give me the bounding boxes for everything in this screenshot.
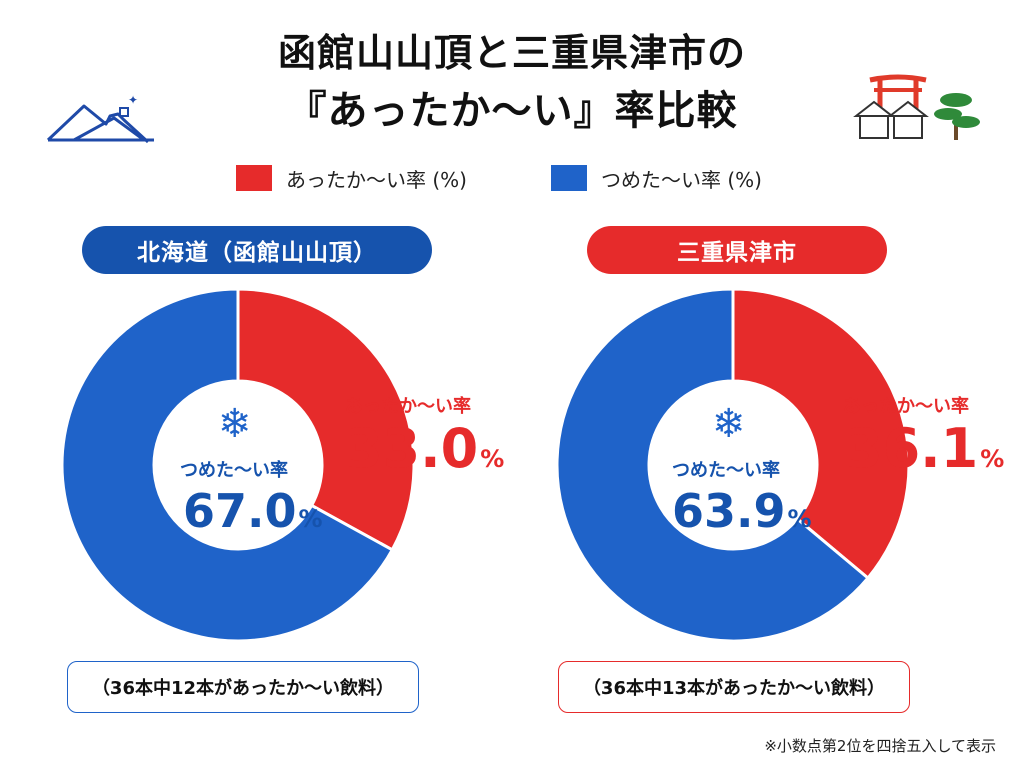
snowflake-icon: ❄	[218, 401, 252, 447]
warm-value-unit-tsu: %	[980, 445, 1005, 473]
legend-cold: つめた〜い率 (%)	[551, 163, 762, 193]
legend-warm: あったか〜い率 (%)	[236, 163, 467, 193]
cold-slice-1	[555, 287, 871, 643]
note-tsu: （36本中13本があったか〜い飲料）	[558, 661, 910, 713]
chart-title-tsu: 三重県津市	[587, 226, 887, 274]
cold-value-unit-hakodate: %	[298, 505, 323, 533]
chart-title-hakodate: 北海道（函館山山頂）	[82, 226, 432, 274]
legend-warm-swatch	[236, 165, 272, 191]
note-hakodate: （36本中12本があったか〜い飲料）	[67, 661, 419, 713]
cold-value-hakodate: 67.0%	[183, 488, 323, 534]
cold-value-number-tsu: 63.9	[672, 484, 786, 538]
warm-value-unit-hakodate: %	[480, 445, 505, 473]
warm-label-hakodate: あったか〜い率	[345, 396, 471, 417]
legend-cold-swatch	[551, 165, 587, 191]
warm-label-tsu: あったか〜い率	[843, 396, 969, 417]
cold-value-unit-tsu: %	[787, 505, 812, 533]
donut-hole-1	[650, 382, 816, 548]
legend-warm-label: あったか〜い率 (%)	[286, 167, 467, 192]
title-line-1: 函館山山頂と三重県津市の	[277, 31, 746, 75]
donut-chart-hakodate	[60, 287, 416, 643]
warm-value-number-hakodate: 33.0	[345, 417, 479, 480]
warm-slice-0	[236, 287, 416, 552]
warm-value-hakodate: 33.0%	[345, 422, 504, 476]
cold-slice-0	[60, 287, 395, 643]
legend-cold-label: つめた〜い率 (%)	[601, 167, 762, 192]
footnote: ※小数点第2位を四捨五入して表示	[764, 737, 996, 755]
svg-text:✦: ✦	[128, 93, 138, 107]
warm-value-tsu: 36.1%	[845, 422, 1004, 476]
cold-value-number-hakodate: 67.0	[183, 484, 297, 538]
cold-value-tsu: 63.9%	[672, 488, 812, 534]
warm-slice-1	[731, 287, 911, 581]
cold-label-hakodate: つめた〜い率	[180, 460, 288, 481]
shrine-gate-icon	[853, 74, 980, 140]
cold-label-tsu: つめた〜い率	[672, 460, 780, 481]
mountain-icon: ✦	[46, 93, 154, 144]
donut-chart-tsu	[555, 287, 911, 643]
warm-value-number-tsu: 36.1	[845, 417, 979, 480]
donut-hole-0	[155, 382, 321, 548]
title-line-2: 『あったか〜い』率比較	[286, 88, 738, 134]
snowflake-icon: ❄	[712, 401, 746, 447]
